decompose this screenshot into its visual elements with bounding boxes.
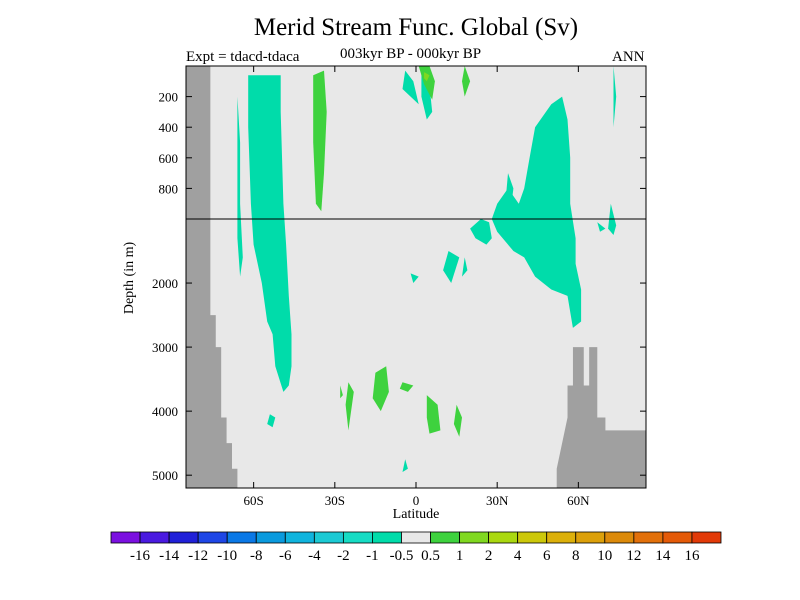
contour-region-negative [462, 257, 468, 277]
colorbar-label: -12 [188, 548, 208, 564]
contour-region-negative [443, 251, 460, 283]
contour-region-negative [597, 222, 606, 232]
colorbar-label: -14 [159, 548, 179, 564]
colorbar-swatch [372, 531, 402, 544]
contour-region-negative [410, 273, 419, 283]
colorbar-label: 10 [597, 548, 612, 564]
contour-region-positive [424, 72, 430, 82]
x-tick-label: 30N [486, 493, 509, 508]
colorbar-label: -16 [130, 548, 150, 564]
colorbar-swatch [604, 531, 635, 544]
chart-title: Merid Stream Func. Global (Sv) [253, 14, 579, 41]
colorbar-label: 6 [543, 548, 551, 564]
axes: 60S 30S 0 30N 60N 200 400 600 800 2000 3000 4000 500… [152, 65, 647, 508]
x-tick-label: 30S [325, 493, 345, 508]
colorbar-label: -8 [250, 548, 263, 564]
colorbar-swatch [168, 531, 199, 544]
contour-region-negative [402, 70, 419, 105]
y-axis-label: Depth (in m) [122, 241, 137, 315]
colorbar-label: 8 [572, 548, 580, 564]
colorbar-swatch [575, 531, 606, 544]
contour-region-positive [462, 66, 471, 97]
colorbar-swatch [459, 531, 490, 544]
contour-region-negative [470, 219, 492, 245]
y-tick-label: 600 [159, 151, 179, 166]
colorbar-swatch [430, 531, 460, 544]
x-tick-label: 60N [567, 493, 590, 508]
contour-region-negative [505, 173, 514, 212]
colorbar-label: 0.5 [421, 548, 440, 564]
colorbar-label: 2 [485, 548, 493, 564]
colorbar-label: -0.5 [390, 548, 414, 564]
y-tick-label: 3000 [152, 340, 178, 355]
y-tick-label: 2000 [152, 276, 178, 291]
contour-region-positive [372, 366, 389, 412]
y-tick-label: 5000 [152, 468, 178, 483]
colorbar-swatch [488, 531, 519, 544]
colorbar-swatch [633, 531, 664, 544]
contour-region-negative [237, 96, 243, 277]
colorbar-swatch [197, 531, 228, 544]
colorbar-swatch [313, 531, 344, 544]
experiment-label: Expt = tdacd-tdaca [186, 49, 300, 65]
contour-region-negative [402, 459, 408, 472]
plot-area [186, 66, 646, 488]
contour-region-positive [313, 70, 327, 212]
colorbar-label: 12 [626, 548, 641, 564]
colorbar-label: 16 [684, 548, 700, 564]
colorbar-swatch [255, 531, 286, 544]
y-tick-label: 200 [159, 90, 179, 105]
colorbar-label: -6 [279, 548, 292, 564]
contour-region-positive [453, 404, 462, 437]
season-label: ANN [612, 49, 645, 65]
colorbar-label: -2 [337, 548, 350, 564]
colorbar-label: -4 [308, 548, 321, 564]
contour-region-negative [267, 414, 276, 428]
x-axis-label: Latitude [392, 507, 440, 522]
x-tick-label: 0 [413, 493, 420, 508]
colorbar-swatch [662, 531, 693, 544]
contour-region-positive [345, 382, 354, 431]
land-mask-south [186, 66, 238, 488]
colorbar-swatch [517, 531, 548, 544]
colorbar-label: 1 [456, 548, 464, 564]
land-mask-north [556, 347, 646, 488]
contour-region-positive [340, 385, 343, 399]
colorbar-swatch [546, 531, 577, 544]
contour-region-negative [491, 96, 582, 328]
colorbar-swatch [226, 531, 257, 544]
colorbar: -16 -14 -12 -10 -8 -6 -4 -2 -1 -0.5 0.5 1 2 4 6 8 10 12 14… [110, 531, 722, 564]
y-tick-label: 400 [159, 120, 179, 135]
contour-region-positive [399, 382, 414, 392]
contour-region-positive [426, 395, 441, 434]
colorbar-swatch [284, 531, 315, 544]
colorbar-label: -10 [217, 548, 237, 564]
colorbar-swatch [691, 531, 722, 544]
colorbar-swatch [342, 531, 373, 544]
x-tick-label: 60S [244, 493, 264, 508]
contour-region-negative [613, 66, 617, 128]
colorbar-label: -1 [366, 548, 379, 564]
colorbar-label: 14 [655, 548, 671, 564]
colorbar-label: 4 [514, 548, 522, 564]
period-label: 003kyr BP - 000kyr BP [340, 46, 482, 62]
y-tick-label: 4000 [152, 404, 178, 419]
colorbar-swatch [110, 531, 141, 544]
y-tick-label: 800 [159, 181, 179, 196]
colorbar-swatch [139, 531, 170, 544]
contour-region-positive [418, 66, 435, 100]
colorbar-swatch [401, 531, 431, 544]
contour-region-negative [248, 75, 292, 392]
